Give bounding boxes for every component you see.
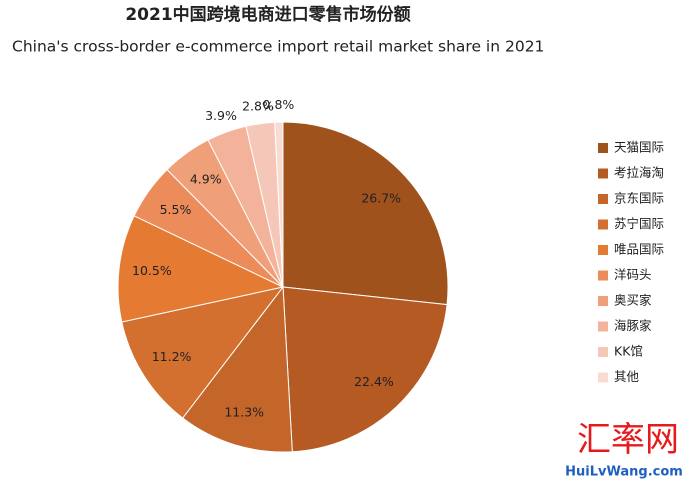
chart-subtitle: China's cross-border e-commerce import r… <box>12 38 544 56</box>
slice-label: 11.2% <box>152 349 192 364</box>
legend-swatch <box>598 347 608 357</box>
legend-swatch <box>598 143 608 153</box>
chart-title: 2021中国跨境电商进口零售市场份额 <box>125 4 410 25</box>
legend-swatch <box>598 321 608 332</box>
slice-label: 2.8% <box>242 99 274 114</box>
slice-label: 22.4% <box>354 374 394 389</box>
legend-swatch <box>598 296 608 306</box>
pie-slice <box>117 215 285 323</box>
legend-swatch <box>598 168 608 179</box>
slice-label: 5.5% <box>160 202 192 217</box>
slice-label: 11.3% <box>224 405 264 420</box>
slice-label: 4.9% <box>190 171 222 186</box>
legend-swatch <box>598 219 608 230</box>
legend-label: 奥买家 <box>614 293 652 308</box>
legend-label: 唯品国际 <box>614 242 664 257</box>
pie-slice <box>181 285 293 453</box>
legend-label: 洋码头 <box>614 267 652 282</box>
slice-label: 3.9% <box>205 108 237 123</box>
slice-label: 0.8% <box>263 97 295 112</box>
legend-label: 其他 <box>614 369 640 384</box>
watermark-site: HuiLvWang.com <box>565 465 683 480</box>
legend-swatch <box>598 194 608 204</box>
legend-swatch <box>598 245 608 255</box>
slice-label: 10.5% <box>132 263 172 278</box>
legend-label: 京东国际 <box>614 191 664 206</box>
pie-slice <box>282 286 448 453</box>
legend-label: 考拉海淘 <box>614 165 664 180</box>
pie-slice <box>282 121 449 306</box>
legend-label: 苏宁国际 <box>614 216 664 231</box>
legend-label: 天猫国际 <box>614 140 664 155</box>
legend-swatch <box>598 372 608 383</box>
pie-slice <box>121 286 285 419</box>
legend-label: 海豚家 <box>614 318 652 333</box>
watermark-name: 汇率网 <box>577 420 679 460</box>
legend-label: KK馆 <box>614 344 643 359</box>
legend-swatch <box>598 270 608 281</box>
slice-label: 26.7% <box>361 190 401 205</box>
pie-slice <box>274 121 284 288</box>
